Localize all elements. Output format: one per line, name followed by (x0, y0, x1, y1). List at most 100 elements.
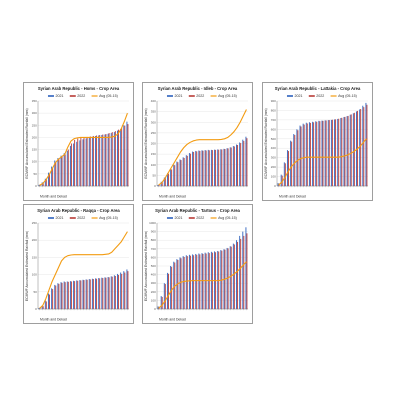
bar-2021 (73, 143, 75, 186)
bar-2022 (64, 282, 66, 309)
bar-2022 (61, 282, 63, 309)
bar-2021 (157, 184, 159, 186)
bar-2021 (51, 288, 53, 309)
bar-2021 (104, 277, 106, 309)
bar-2021 (47, 293, 49, 309)
bar-2022 (205, 150, 207, 186)
chart-title: Syrian Arab Republic - Lattakia - Crop A… (275, 86, 361, 91)
bar-2022 (105, 134, 107, 186)
legend-label: Avg (05-15) (218, 216, 237, 220)
y-tick-label: 700 (151, 247, 156, 251)
bar-2022 (243, 235, 245, 309)
y-tick-label: 300 (151, 281, 156, 285)
y-tick-label: 200 (151, 142, 156, 146)
chart-svg: Syrian Arab Republic - Homs - Crop Area 2… (25, 86, 129, 199)
bar-2022 (48, 173, 50, 186)
bar-2022 (350, 114, 352, 186)
bar-2021 (239, 142, 241, 186)
bar-2022 (240, 238, 242, 309)
y-tick-label: 50 (33, 290, 37, 294)
bar-2022 (164, 177, 166, 186)
bar-2022 (67, 281, 69, 309)
bar-2022 (227, 248, 229, 309)
bar-2021 (51, 166, 53, 186)
bar-2021 (117, 273, 119, 309)
bar-2021 (91, 278, 93, 309)
y-tick-label: 400 (271, 146, 276, 150)
y-tick-label: 250 (32, 221, 37, 225)
y-tick-label: 200 (151, 290, 156, 294)
y-tick-label: 100 (271, 175, 276, 179)
bar-2021 (38, 184, 40, 186)
bar-2022 (124, 272, 126, 309)
bar-2022 (83, 280, 85, 309)
bar-2021 (54, 160, 56, 186)
bar-2021 (120, 272, 122, 309)
bar-2022 (316, 121, 318, 186)
bar-2022 (325, 120, 327, 186)
legend-label: Avg (05-15) (99, 94, 118, 98)
y-tick-label: 200 (271, 165, 276, 169)
bar-2022 (199, 254, 201, 309)
bar-2022 (240, 143, 242, 186)
bar-2022 (114, 275, 116, 309)
bar-2022 (313, 122, 315, 186)
bar-2021 (195, 150, 197, 186)
bar-2021 (66, 150, 68, 186)
bar-2022 (230, 147, 232, 186)
y-tick-label: 150 (151, 152, 156, 156)
y-tick-label: 100 (151, 298, 156, 302)
bar-2021 (98, 135, 100, 186)
bar-2022 (80, 137, 82, 186)
bar-2021 (54, 284, 56, 309)
bar-2021 (365, 102, 367, 186)
bar-2022 (193, 152, 195, 186)
bar-2021 (308, 122, 310, 186)
bar-2021 (123, 125, 125, 186)
bar-2022 (180, 160, 182, 186)
bar-2022 (67, 149, 69, 186)
legend-label: 2022 (196, 216, 204, 220)
bar-2021 (82, 279, 84, 309)
chart-title: Syrian Arab Republic - Homs - Crop Area (38, 86, 120, 91)
bar-2021 (201, 150, 203, 186)
bar-2021 (185, 155, 187, 186)
legend-label: 2022 (77, 216, 85, 220)
bar-2021 (293, 134, 295, 186)
y-tick-label: 500 (151, 264, 156, 268)
x-axis-label: Month and Dekad (159, 318, 186, 322)
y-tick-label: 600 (151, 255, 156, 259)
bar-2022 (237, 241, 239, 309)
legend-label: Avg (05-15) (338, 94, 357, 98)
bar-2021 (126, 269, 128, 309)
bar-2021 (245, 136, 247, 186)
bar-2021 (107, 277, 109, 309)
bar-2021 (318, 120, 320, 186)
y-tick-label: 300 (32, 111, 37, 115)
bar-2022 (42, 306, 44, 309)
bar-2022 (202, 253, 204, 309)
bar-2021 (236, 240, 238, 309)
bar-2022 (108, 133, 110, 186)
bar-2021 (220, 250, 222, 309)
legend-label: 2022 (77, 94, 85, 98)
avg-line (39, 231, 128, 309)
bar-2021 (120, 128, 122, 186)
bar-2022 (294, 135, 296, 186)
y-tick-label: 1000 (149, 221, 156, 225)
x-axis-label: Month and Dekad (40, 318, 67, 322)
bar-2021 (349, 114, 351, 186)
bar-2021 (182, 256, 184, 309)
y-tick-label: 250 (32, 123, 37, 127)
bar-2021 (182, 157, 184, 186)
avg-line (158, 261, 247, 309)
bar-2021 (82, 139, 84, 186)
bar-2022 (237, 144, 239, 186)
bar-2021 (192, 254, 194, 309)
bar-2022 (227, 148, 229, 186)
legend-label: 2021 (174, 216, 182, 220)
bar-2021 (239, 235, 241, 309)
y-tick-label: 250 (151, 131, 156, 135)
bar-2021 (73, 280, 75, 309)
bar-2022 (243, 140, 245, 186)
